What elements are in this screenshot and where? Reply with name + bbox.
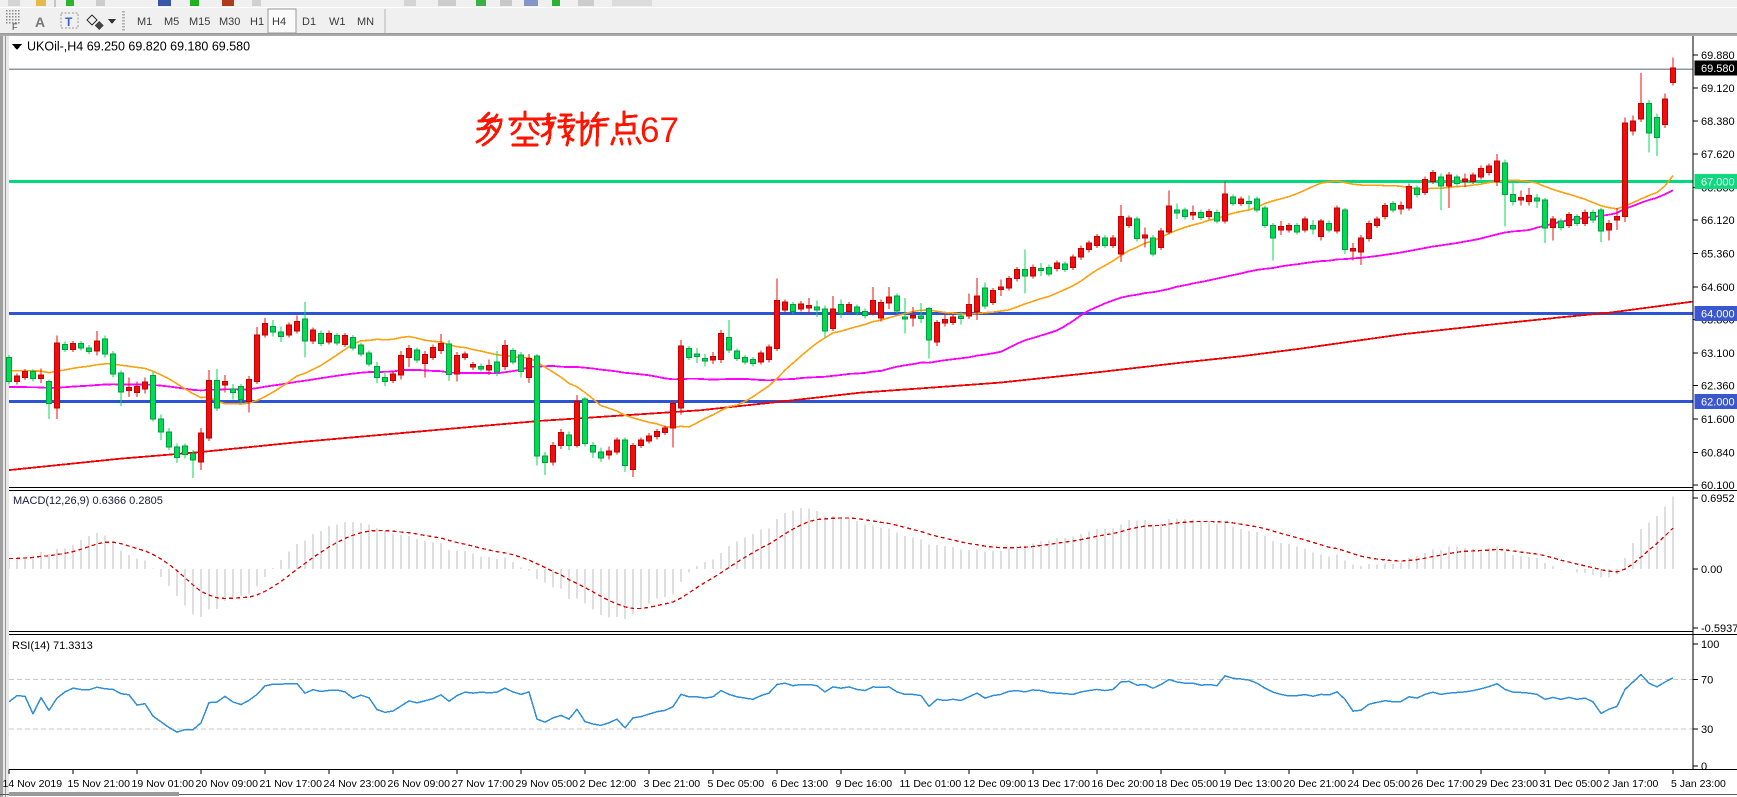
svg-text:69.580: 69.580 <box>1701 63 1735 75</box>
svg-text:12 Dec 09:00: 12 Dec 09:00 <box>964 778 1027 790</box>
svg-text:19 Nov 01:00: 19 Nov 01:00 <box>132 778 195 790</box>
svg-text:62.000: 62.000 <box>1701 397 1735 409</box>
svg-text:2 Dec 12:00: 2 Dec 12:00 <box>580 778 637 790</box>
svg-text:69.880: 69.880 <box>1701 50 1735 62</box>
svg-text:H4: H4 <box>272 16 286 28</box>
svg-text:5 Dec 05:00: 5 Dec 05:00 <box>708 778 765 790</box>
svg-text:68.380: 68.380 <box>1701 116 1735 128</box>
svg-text:M30: M30 <box>219 16 240 28</box>
svg-text:H1: H1 <box>250 16 264 28</box>
svg-text:26 Nov 09:00: 26 Nov 09:00 <box>388 778 451 790</box>
svg-text:60.840: 60.840 <box>1701 448 1735 460</box>
svg-text:0.00: 0.00 <box>1701 564 1722 576</box>
svg-text:11 Dec 01:00: 11 Dec 01:00 <box>900 778 962 790</box>
svg-text:69.120: 69.120 <box>1701 83 1735 95</box>
svg-text:24 Dec 05:00: 24 Dec 05:00 <box>1348 778 1411 790</box>
svg-text:61.600: 61.600 <box>1701 414 1735 426</box>
svg-text:20 Dec 21:00: 20 Dec 21:00 <box>1284 778 1347 790</box>
svg-text:26 Dec 17:00: 26 Dec 17:00 <box>1412 778 1475 790</box>
svg-text:100: 100 <box>1701 639 1719 651</box>
svg-text:29 Nov 05:00: 29 Nov 05:00 <box>516 778 579 790</box>
svg-text:RSI(14) 71.3313: RSI(14) 71.3313 <box>12 640 93 652</box>
svg-text:M5: M5 <box>164 16 179 28</box>
svg-text:64.000: 64.000 <box>1701 309 1735 321</box>
svg-text:62.360: 62.360 <box>1701 381 1735 393</box>
svg-text:UKOil-,H4 69.250 69.820 69.18: UKOil-,H4 69.250 69.820 69.180 69.580 <box>27 40 250 54</box>
svg-text:W1: W1 <box>329 16 346 28</box>
svg-text:MACD(12,26,9) 0.6366 0.2805: MACD(12,26,9) 0.6366 0.2805 <box>13 495 163 507</box>
svg-text:65.360: 65.360 <box>1701 249 1735 261</box>
svg-text:21 Nov 17:00: 21 Nov 17:00 <box>260 778 323 790</box>
svg-text:31 Dec 05:00: 31 Dec 05:00 <box>1540 778 1603 790</box>
svg-text:24 Nov 23:00: 24 Nov 23:00 <box>324 778 387 790</box>
svg-text:15 Nov 21:00: 15 Nov 21:00 <box>68 778 131 790</box>
svg-text:6 Dec 13:00: 6 Dec 13:00 <box>772 778 829 790</box>
svg-text:64.600: 64.600 <box>1701 282 1735 294</box>
svg-text:F: F <box>12 22 18 32</box>
svg-text:63.100: 63.100 <box>1701 348 1735 360</box>
svg-text:3 Dec 21:00: 3 Dec 21:00 <box>644 778 701 790</box>
svg-text:19 Dec 13:00: 19 Dec 13:00 <box>1220 778 1283 790</box>
svg-text:16 Dec 20:00: 16 Dec 20:00 <box>1092 778 1155 790</box>
svg-text:-0.5937: -0.5937 <box>1701 623 1737 635</box>
svg-text:0.6952: 0.6952 <box>1701 493 1735 505</box>
svg-text:29 Dec 23:00: 29 Dec 23:00 <box>1476 778 1539 790</box>
svg-text:20 Nov 09:00: 20 Nov 09:00 <box>196 778 259 790</box>
svg-text:30: 30 <box>1701 724 1713 736</box>
svg-text:D1: D1 <box>302 16 316 28</box>
svg-text:67.620: 67.620 <box>1701 149 1735 161</box>
svg-text:70: 70 <box>1701 675 1713 687</box>
svg-text:9 Dec 16:00: 9 Dec 16:00 <box>836 778 893 790</box>
svg-text:14 Nov 2019: 14 Nov 2019 <box>3 778 63 790</box>
svg-text:M1: M1 <box>137 16 152 28</box>
svg-text:0: 0 <box>1701 761 1707 773</box>
svg-text:5 Jan 23:00: 5 Jan 23:00 <box>1671 778 1726 790</box>
svg-text:67: 67 <box>640 111 679 150</box>
svg-text:MN: MN <box>357 16 374 28</box>
svg-text:2 Jan 17:00: 2 Jan 17:00 <box>1604 778 1659 790</box>
svg-text:66.120: 66.120 <box>1701 215 1735 227</box>
svg-text:18 Dec 05:00: 18 Dec 05:00 <box>1156 778 1219 790</box>
svg-text:A: A <box>35 14 45 30</box>
svg-text:T: T <box>65 15 73 29</box>
svg-text:M15: M15 <box>189 16 210 28</box>
svg-text:27 Nov 17:00: 27 Nov 17:00 <box>452 778 515 790</box>
svg-text:60.100: 60.100 <box>1701 480 1735 492</box>
svg-text:67.000: 67.000 <box>1701 177 1735 189</box>
svg-text:13 Dec 17:00: 13 Dec 17:00 <box>1028 778 1091 790</box>
